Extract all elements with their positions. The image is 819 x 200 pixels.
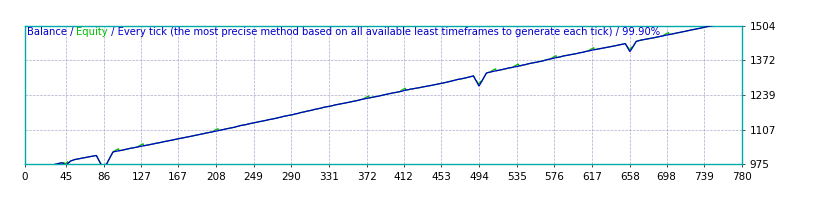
Text: Equity: Equity [76, 27, 108, 37]
Text: Balance: Balance [27, 27, 66, 37]
Text: /: / [66, 27, 76, 37]
Text: / Every tick (the most precise method based on all available least timeframes to: / Every tick (the most precise method ba… [108, 27, 659, 37]
